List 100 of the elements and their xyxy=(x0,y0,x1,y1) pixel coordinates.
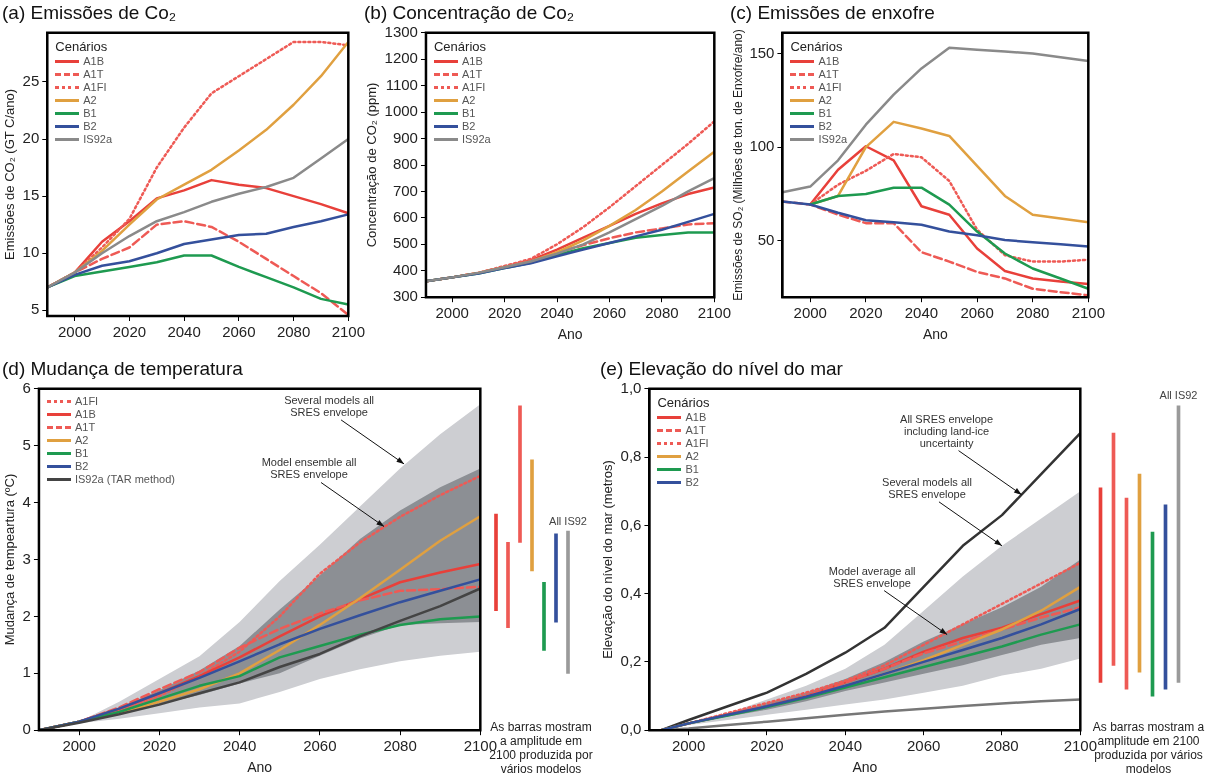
y-tick-label: 0,2 xyxy=(620,652,642,670)
x-tick-label: 2060 xyxy=(222,323,256,341)
y-tick-label: 700 xyxy=(392,181,418,199)
legend-label: A1B xyxy=(461,54,483,68)
y-tick-label: 20 xyxy=(22,129,40,147)
y-tick-label: 25 xyxy=(22,72,40,90)
x-tick-label: 2100 xyxy=(331,323,365,341)
y-axis-title: Emissões de CO₂ (GT C/ano) xyxy=(2,88,18,260)
legend-label: A2 xyxy=(685,449,699,463)
legend-label: A1T xyxy=(461,67,483,81)
x-tick-label: 2080 xyxy=(645,304,679,322)
x-tick-label: 2000 xyxy=(57,323,92,341)
legend-label: B2 xyxy=(83,119,97,133)
annotation: Several models all SRES envelope xyxy=(882,475,972,500)
legend-title: Cenários xyxy=(55,38,109,55)
x-tick-label: 2020 xyxy=(487,304,522,322)
legend-label: A1FI xyxy=(461,80,486,94)
chart-title: (d) Mudança de temperatura xyxy=(2,357,244,379)
legend-label: IS92a xyxy=(461,132,491,146)
y-tick-label: 0 xyxy=(22,720,31,738)
legend-label: IS92a (TAR method) xyxy=(74,472,175,486)
y-tick-label: 100 xyxy=(749,137,775,155)
legend-label: B1 xyxy=(818,106,832,120)
legend-label: A1T xyxy=(83,67,104,81)
annotation: All SRES envelope including land-ice uncertainty xyxy=(900,412,994,449)
chart-title: (b) Concentração de Co₂ xyxy=(364,1,575,23)
x-tick-label: 2080 xyxy=(1016,304,1050,322)
x-tick-label: 2020 xyxy=(750,737,784,755)
chart-title: (c) Emissões de enxofre xyxy=(730,1,935,23)
legend-label: A1FI xyxy=(83,80,107,94)
y-tick-label: 0,8 xyxy=(620,447,642,465)
y-tick-label: 300 xyxy=(392,287,418,305)
y-tick-label: 4 xyxy=(22,492,31,510)
x-tick-label: 2060 xyxy=(303,737,337,755)
legend-label: B2 xyxy=(685,475,699,489)
y-tick-label: 150 xyxy=(749,43,775,61)
x-tick-label: 2100 xyxy=(1071,304,1105,322)
x-axis-title: Ano xyxy=(557,326,583,343)
y-tick-label: 1100 xyxy=(385,75,418,93)
legend-title: Cenários xyxy=(657,394,710,411)
legend-label: IS92a xyxy=(818,132,848,146)
legend-label: IS92a xyxy=(83,132,113,146)
legend-label: A2 xyxy=(818,93,832,107)
annotation: Model average all SRES envelope xyxy=(828,564,916,589)
x-tick-label: 2080 xyxy=(276,323,311,341)
legend-label: B1 xyxy=(461,106,476,120)
y-tick-label: 900 xyxy=(392,128,418,146)
y-tick-label: 600 xyxy=(392,208,418,226)
annotation: Model ensemble all SRES envelope xyxy=(261,456,357,481)
x-tick-label: 2060 xyxy=(592,304,627,322)
y-tick-label: 6 xyxy=(22,378,31,396)
y-tick-label: 1200 xyxy=(384,49,418,67)
legend-label: A1B xyxy=(74,407,96,421)
legend-label: A2 xyxy=(83,93,97,107)
x-tick-label: 2080 xyxy=(985,737,1019,755)
y-tick-label: 10 xyxy=(22,243,40,261)
x-tick-label: 2080 xyxy=(383,737,417,755)
y-tick-label: 1000 xyxy=(384,102,418,120)
x-tick-label: 2000 xyxy=(671,737,706,755)
annotation: Several models all SRES envelope xyxy=(284,393,375,418)
y-tick-label: 5 xyxy=(22,435,31,453)
y-axis-title: Mudança de tempeartura (ºC) xyxy=(2,473,18,646)
x-tick-label: 2020 xyxy=(112,323,147,341)
legend-label: A1B xyxy=(685,410,707,424)
legend-label: B1 xyxy=(74,446,89,460)
legend-title: Cenários xyxy=(790,38,844,55)
x-tick-label: 2040 xyxy=(828,737,862,755)
y-tick-label: 800 xyxy=(392,155,418,173)
x-tick-label: 2040 xyxy=(167,323,201,341)
legend-label: B2 xyxy=(818,119,832,133)
y-tick-label: 0,4 xyxy=(620,583,642,601)
x-axis-title: Ano xyxy=(852,759,878,776)
y-axis-title: Elevação do nível do mar (metros) xyxy=(600,460,616,659)
x-tick-label: 2000 xyxy=(435,304,469,322)
x-tick-label: 2020 xyxy=(142,737,176,755)
y-tick-label: 2 xyxy=(22,606,31,624)
legend-label: A1FI xyxy=(818,80,842,94)
legend-label: A1B xyxy=(83,54,105,68)
x-tick-label: 2000 xyxy=(62,737,96,755)
x-tick-label: 2060 xyxy=(906,737,941,755)
legend-label: A1T xyxy=(685,423,706,437)
y-tick-label: 15 xyxy=(22,186,40,204)
x-tick-label: 2100 xyxy=(697,304,731,322)
chart-title: (a) Emissões de Co₂ xyxy=(2,1,177,23)
y-tick-label: 1,0 xyxy=(620,378,642,396)
y-tick-label: 0,0 xyxy=(620,720,642,738)
y-tick-label: 5 xyxy=(30,300,40,318)
legend-label: B1 xyxy=(685,462,699,476)
x-axis-title: Ano xyxy=(922,326,949,343)
x-tick-label: 2040 xyxy=(540,304,574,322)
x-tick-label: 2020 xyxy=(849,304,883,322)
legend-label: A1T xyxy=(818,67,839,81)
legend-label: A1FI xyxy=(685,436,709,450)
y-tick-label: 0,6 xyxy=(620,515,642,533)
y-tick-label: 500 xyxy=(392,234,418,252)
y-tick-label: 3 xyxy=(22,549,31,567)
legend-label: B2 xyxy=(461,119,476,133)
legend-label: B2 xyxy=(74,459,89,473)
y-tick-label: 50 xyxy=(757,231,775,249)
y-tick-label: 400 xyxy=(392,260,418,278)
